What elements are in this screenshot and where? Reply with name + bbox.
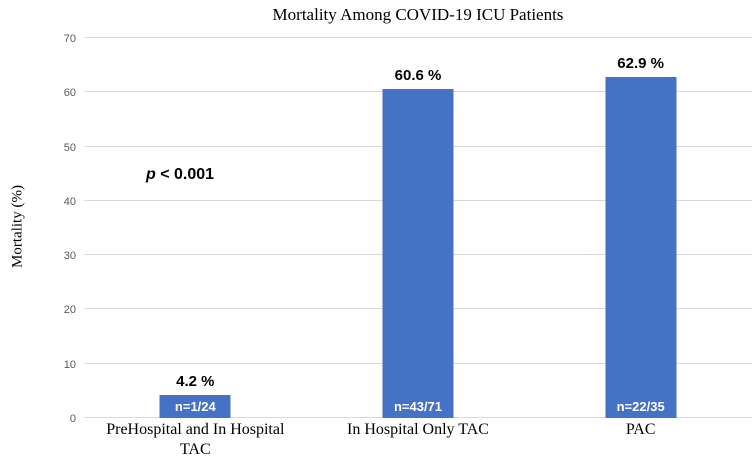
p-value-annotation: p < 0.001 (146, 166, 214, 184)
bar-2: 60.6 % n=43/71 (382, 67, 454, 418)
plot-area: 4.2 % n=1/24 60.6 % n=43/71 62.9 % n=22/35 p … (84, 37, 752, 418)
bar-1: 4.2 % n=1/24 (159, 373, 231, 418)
y-tick-label-10: 10 (63, 358, 76, 371)
bar-n-label-3: n=22/35 (616, 399, 665, 414)
bar-3: 62.9 % n=22/35 (605, 55, 677, 418)
p-value-text: < 0.001 (155, 166, 215, 183)
x-axis-label-2: In Hospital Only TAC (347, 421, 489, 438)
x-axis-label-3: PAC (625, 421, 656, 438)
bar-value-label-2: 60.6 % (394, 67, 442, 85)
bar-value-label-1: 4.2 % (176, 373, 215, 391)
bar-n-label-2: n=43/71 (393, 399, 443, 414)
chart-title: Mortality Among COVID-19 ICU Patients (272, 5, 564, 24)
x-axis-label-1: PreHospital and In Hospital TAC (106, 421, 285, 458)
bar-n-label-1: n=1/24 (174, 399, 216, 414)
p-symbol: p (146, 166, 156, 183)
y-tick-label-50: 50 (63, 141, 76, 154)
y-tick-label-40: 40 (63, 195, 76, 208)
y-tick-label-60: 60 (63, 87, 76, 100)
y-tick-label-30: 30 (63, 250, 76, 263)
y-axis-title: Mortality (%) (9, 185, 26, 268)
gridline-y70 (84, 37, 752, 38)
y-tick-label-0: 0 (69, 413, 76, 425)
y-tick-label-70: 70 (63, 33, 76, 45)
bar-value-label-3: 62.9 % (617, 54, 665, 72)
y-tick-label-20: 20 (63, 304, 76, 317)
